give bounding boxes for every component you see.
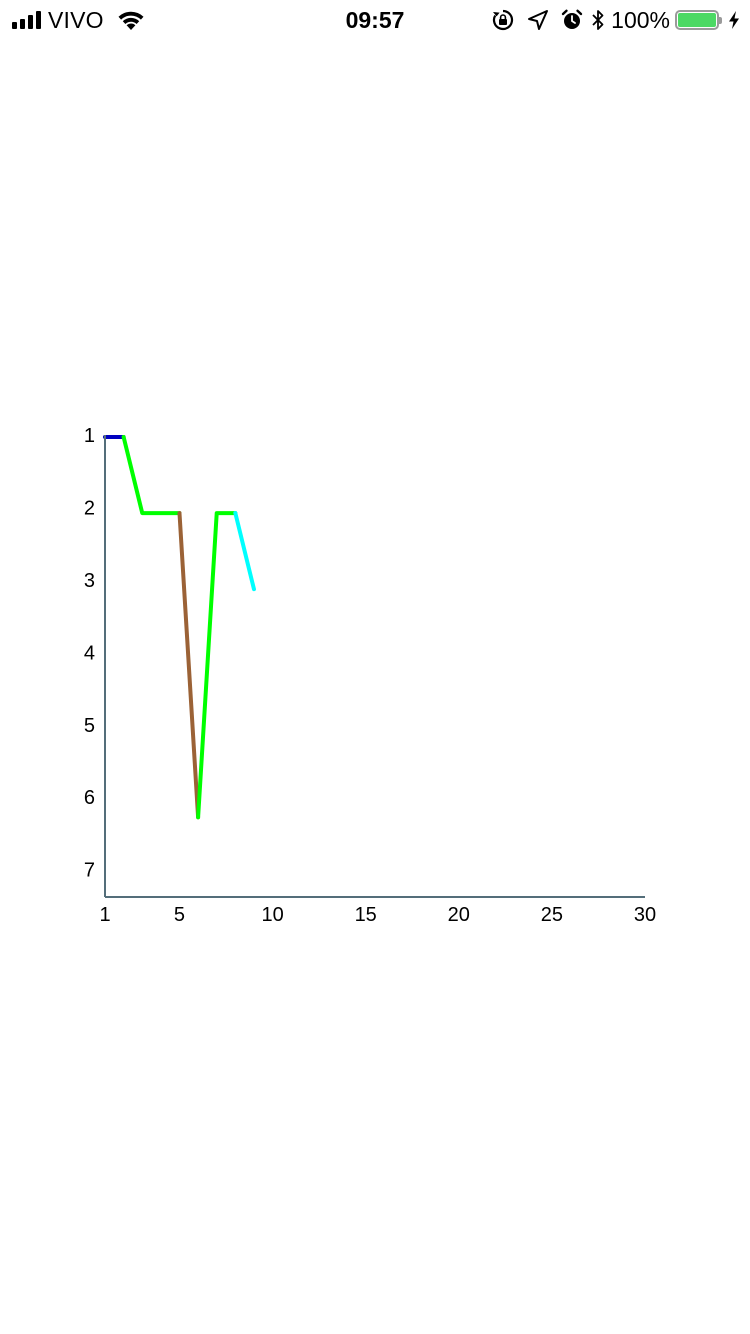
bluetooth-icon: [592, 10, 604, 30]
charging-icon: [729, 11, 739, 29]
x-tick-label: 15: [355, 904, 377, 926]
wifi-icon: [118, 11, 144, 30]
status-bar-left: VIVO: [12, 0, 146, 40]
alarm-icon: [561, 9, 583, 29]
x-tick-label: 1: [99, 904, 110, 926]
x-tick-labels: 1 5 10 15 20 25 30: [99, 904, 656, 926]
y-tick-label: 2: [84, 497, 95, 519]
x-tick-label: 20: [448, 904, 470, 926]
status-bar-right: 100%: [491, 0, 740, 40]
y-tick-label: 4: [84, 642, 95, 664]
location-icon: [528, 10, 549, 30]
series-segment-3: [177, 511, 201, 820]
y-tick-label: 6: [84, 787, 95, 809]
y-tick-label: 7: [84, 860, 95, 882]
x-tick-label: 25: [541, 904, 563, 926]
orientation-lock-icon: [493, 9, 514, 31]
x-tick-label: 5: [174, 904, 185, 926]
series-segment-5: [233, 511, 256, 592]
battery-icon: [675, 10, 722, 30]
battery-level: [678, 13, 716, 27]
x-tick-label: 10: [261, 904, 283, 926]
y-tick-label: 1: [84, 425, 95, 447]
carrier-name: VIVO: [48, 6, 104, 33]
x-tick-label: 30: [634, 904, 656, 926]
y-tick-label: 5: [84, 715, 95, 737]
signal-icon: [12, 11, 41, 29]
y-tick-label: 3: [84, 570, 95, 592]
chart-series: [103, 435, 256, 820]
y-tick-labels: 1 2 3 4 5 6 7: [84, 425, 95, 882]
series-segment-2: [121, 435, 182, 516]
battery-percentage: 100%: [611, 6, 670, 33]
series-segment-4: [196, 511, 238, 820]
